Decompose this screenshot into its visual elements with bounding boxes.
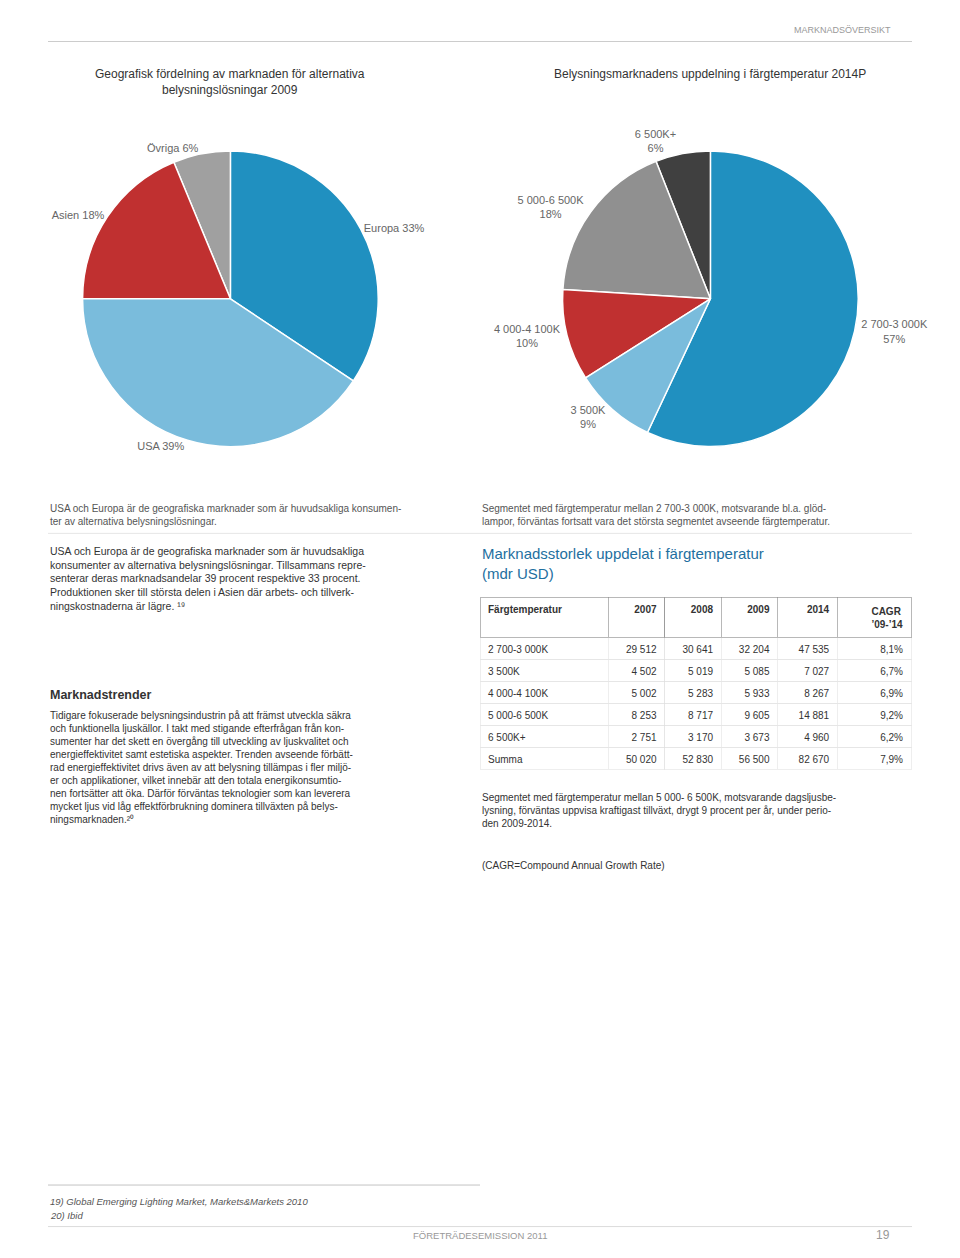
svg-text:MARKNADSÖVERSIKT: MARKNADSÖVERSIKT — [794, 25, 891, 35]
svg-text:30 641: 30 641 — [682, 644, 713, 655]
svg-text:CAGR’09-’14: CAGR’09-’14 — [871, 606, 903, 630]
svg-text:4 960: 4 960 — [804, 732, 829, 743]
svg-text:4 502: 4 502 — [632, 666, 657, 677]
svg-text:6,7%: 6,7% — [880, 666, 903, 677]
svg-text:Summa: Summa — [488, 754, 523, 765]
svg-text:Färgtemperatur: Färgtemperatur — [488, 604, 562, 615]
svg-text:Geografisk fördelning av markn: Geografisk fördelning av marknaden för a… — [95, 67, 365, 97]
svg-text:50 020: 50 020 — [626, 754, 657, 765]
svg-text:5 000-6 500K: 5 000-6 500K — [488, 710, 548, 721]
svg-text:8,1%: 8,1% — [880, 644, 903, 655]
svg-text:4 000-4 100K10%: 4 000-4 100K10% — [494, 323, 561, 349]
svg-text:8 253: 8 253 — [632, 710, 657, 721]
svg-text:Europa 33%: Europa 33% — [364, 222, 425, 234]
svg-text:5 933: 5 933 — [744, 688, 769, 699]
svg-text:6 500K+6%: 6 500K+6% — [635, 128, 676, 154]
svg-text:2009: 2009 — [747, 604, 770, 615]
svg-text:2008: 2008 — [691, 604, 714, 615]
svg-text:47 535: 47 535 — [799, 644, 830, 655]
svg-text:6,9%: 6,9% — [880, 688, 903, 699]
svg-text:7,9%: 7,9% — [880, 754, 903, 765]
svg-text:9 605: 9 605 — [744, 710, 769, 721]
svg-text:5 085: 5 085 — [744, 666, 769, 677]
svg-text:9,2%: 9,2% — [880, 710, 903, 721]
svg-text:4 000-4 100K: 4 000-4 100K — [488, 688, 548, 699]
svg-text:29 512: 29 512 — [626, 644, 657, 655]
svg-text:52 830: 52 830 — [682, 754, 713, 765]
svg-text:(CAGR=Compound Annual Growth R: (CAGR=Compound Annual Growth Rate) — [482, 860, 665, 871]
svg-text:FÖRETRÄDESEMISSION 2011: FÖRETRÄDESEMISSION 2011 — [413, 1230, 547, 1241]
svg-text:Övriga 6%: Övriga 6% — [147, 142, 199, 154]
svg-text:2007: 2007 — [634, 604, 657, 615]
svg-text:6 500K+: 6 500K+ — [488, 732, 526, 743]
svg-text:32 204: 32 204 — [739, 644, 770, 655]
svg-text:Marknadstrender: Marknadstrender — [50, 688, 152, 702]
svg-text:Tidigare fokuserade belysnings: Tidigare fokuserade belysningsindustrin … — [50, 710, 353, 825]
svg-text:Belysningsmarknadens uppdelnin: Belysningsmarknadens uppdelning i färgte… — [554, 67, 866, 81]
svg-text:82 670: 82 670 — [799, 754, 830, 765]
svg-text:2014: 2014 — [807, 604, 830, 615]
svg-text:USA och Europa är de geografis: USA och Europa är de geografiska marknad… — [50, 503, 401, 527]
svg-text:8 267: 8 267 — [804, 688, 829, 699]
svg-text:3 500K: 3 500K — [488, 666, 520, 677]
svg-text:2 700-3 000K: 2 700-3 000K — [488, 644, 548, 655]
svg-text:2 751: 2 751 — [632, 732, 657, 743]
svg-text:Asien 18%: Asien 18% — [52, 209, 105, 221]
svg-text:14 881: 14 881 — [799, 710, 830, 721]
svg-text:USA 39%: USA 39% — [137, 440, 184, 452]
svg-text:20) Ibid: 20) Ibid — [50, 1210, 83, 1221]
svg-text:3 170: 3 170 — [688, 732, 713, 743]
svg-text:5 019: 5 019 — [688, 666, 713, 677]
svg-text:7 027: 7 027 — [804, 666, 829, 677]
svg-text:19: 19 — [876, 1228, 890, 1242]
svg-text:USA och Europa är de geografis: USA och Europa är de geografiska marknad… — [50, 545, 366, 612]
svg-text:Segmentet med färgtemperatur m: Segmentet med färgtemperatur mellan 5 00… — [482, 792, 836, 829]
svg-text:56 500: 56 500 — [739, 754, 770, 765]
svg-text:5 002: 5 002 — [632, 688, 657, 699]
svg-text:3 500K9%: 3 500K9% — [571, 404, 607, 430]
svg-text:19) Global Emerging Lighting M: 19) Global Emerging Lighting Market, Mar… — [50, 1196, 308, 1207]
svg-text:Segmentet med färgtemperatur m: Segmentet med färgtemperatur mellan 2 70… — [482, 503, 830, 527]
svg-text:6,2%: 6,2% — [880, 732, 903, 743]
svg-text:2 700-3 000K57%: 2 700-3 000K57% — [861, 318, 928, 344]
svg-text:5 000-6 500K18%: 5 000-6 500K18% — [518, 194, 585, 220]
svg-text:8 717: 8 717 — [688, 710, 713, 721]
svg-text:Marknadsstorlek uppdelat i fär: Marknadsstorlek uppdelat i färgtemperatu… — [482, 545, 764, 582]
svg-text:3 673: 3 673 — [744, 732, 769, 743]
svg-text:5 283: 5 283 — [688, 688, 713, 699]
